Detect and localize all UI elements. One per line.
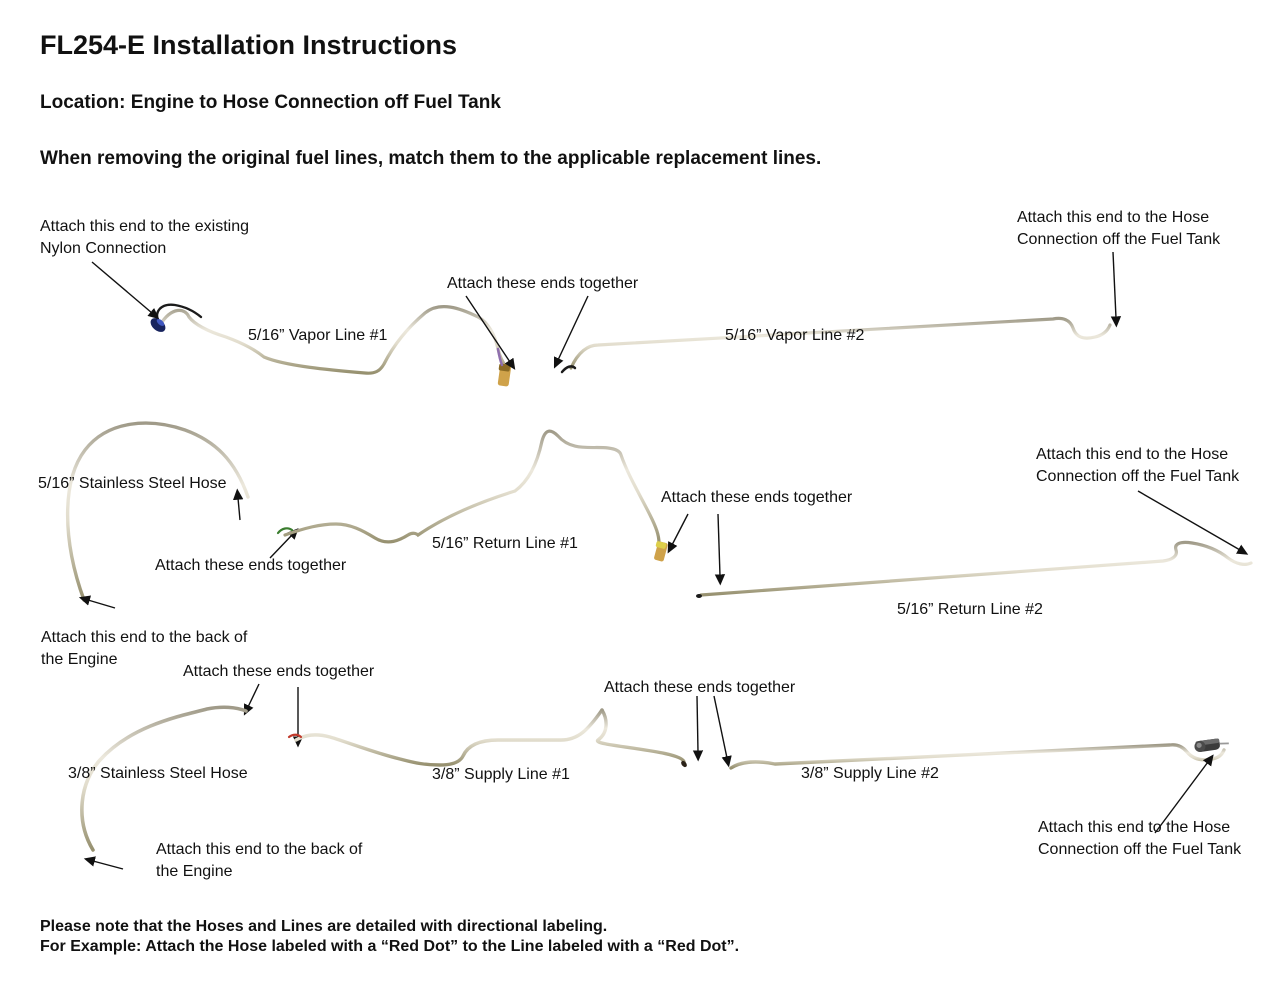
- svg-text:Attach these ends together: Attach these ends together: [447, 275, 639, 292]
- svg-text:the Engine: the Engine: [156, 863, 233, 880]
- svg-text:Connection off the Fuel Tank: Connection off the Fuel Tank: [1017, 231, 1221, 248]
- svg-text:Attach this end to the Hose: Attach this end to the Hose: [1036, 446, 1228, 463]
- svg-text:Connection off the Fuel Tank: Connection off the Fuel Tank: [1038, 841, 1242, 858]
- svg-text:Attach this end to the back of: Attach this end to the back of: [156, 841, 363, 858]
- svg-text:the Engine: the Engine: [41, 651, 118, 668]
- svg-text:3/8” Supply Line #1: 3/8” Supply Line #1: [432, 766, 570, 783]
- svg-text:Attach these ends together: Attach these ends together: [604, 679, 796, 696]
- svg-text:Nylon Connection: Nylon Connection: [40, 240, 166, 257]
- svg-text:3/8” Stainless Steel Hose: 3/8” Stainless Steel Hose: [68, 765, 248, 782]
- svg-text:5/16” Return Line #2: 5/16” Return Line #2: [897, 601, 1043, 618]
- svg-text:5/16” Vapor Line #2: 5/16” Vapor Line #2: [725, 327, 864, 344]
- svg-text:Attach these ends together: Attach these ends together: [183, 663, 375, 680]
- svg-text:5/16” Stainless Steel Hose: 5/16” Stainless Steel Hose: [38, 475, 227, 492]
- svg-text:Attach this end to the back of: Attach this end to the back of: [41, 629, 248, 646]
- svg-text:Attach this end to the existin: Attach this end to the existing: [40, 218, 249, 235]
- svg-text:Attach these ends together: Attach these ends together: [661, 489, 853, 506]
- svg-text:Connection off the Fuel Tank: Connection off the Fuel Tank: [1036, 468, 1240, 485]
- svg-text:Attach these ends together: Attach these ends together: [155, 557, 347, 574]
- svg-text:3/8” Supply Line #2: 3/8” Supply Line #2: [801, 765, 939, 782]
- svg-text:5/16” Return Line #1: 5/16” Return Line #1: [432, 535, 578, 552]
- svg-text:Attach this end to the Hose: Attach this end to the Hose: [1038, 819, 1230, 836]
- svg-text:5/16” Vapor Line #1: 5/16” Vapor Line #1: [248, 327, 387, 344]
- svg-text:Attach this end to the Hose: Attach this end to the Hose: [1017, 209, 1209, 226]
